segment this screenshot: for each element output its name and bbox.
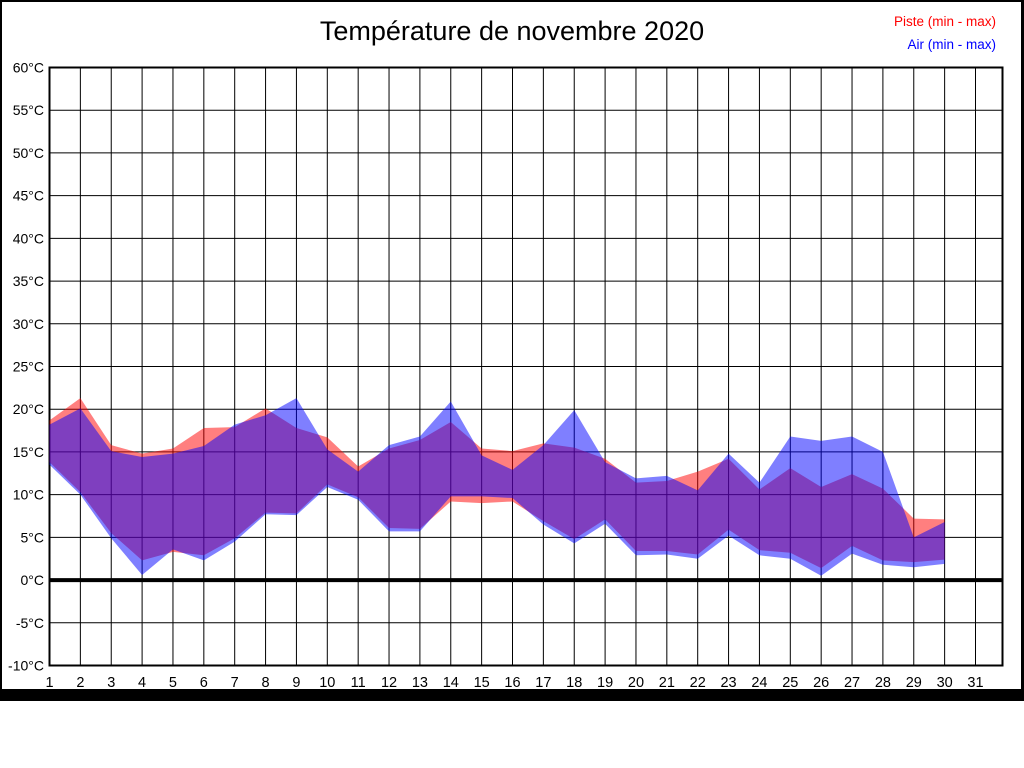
x-axis-tick-label: 29 (906, 675, 922, 691)
x-axis-tick-label: 13 (412, 675, 428, 691)
y-axis-tick-label: -5°C (16, 615, 44, 631)
x-axis-tick-label: 18 (566, 675, 582, 691)
x-axis-tick-label: 15 (474, 675, 490, 691)
x-axis-tick-label: 7 (231, 675, 239, 691)
x-axis-tick-label: 9 (292, 675, 300, 691)
air-minmax-band (49, 398, 945, 576)
x-axis-tick-label: 24 (751, 675, 767, 691)
y-axis-tick-label: -10°C (8, 658, 44, 674)
y-axis-tick-label: 15°C (13, 444, 44, 460)
y-axis-tick-label: 5°C (21, 529, 45, 545)
y-axis-tick-label: 10°C (13, 487, 44, 503)
x-axis-tick-label: 17 (535, 675, 551, 691)
legend: Piste (min - max) Air (min - max) (894, 10, 996, 56)
x-axis-tick-label: 28 (875, 675, 891, 691)
y-axis-tick-label: 30°C (13, 316, 44, 332)
x-axis-tick-label: 27 (844, 675, 860, 691)
plot-border (48, 66, 1004, 667)
x-axis-tick-label: 12 (381, 675, 397, 691)
image-border-top (0, 0, 1024, 2)
x-axis-tick-label: 21 (659, 675, 675, 691)
x-axis-tick-label: 1 (45, 675, 53, 691)
y-axis-tick-label: 20°C (13, 401, 44, 417)
image-border-bottom (0, 689, 1024, 701)
x-axis-tick-label: 26 (813, 675, 829, 691)
legend-item-air: Air (min - max) (907, 37, 997, 52)
y-axis-tick-label: 45°C (13, 188, 44, 204)
y-axis-tick-label: 50°C (13, 145, 44, 161)
image-border-left (0, 0, 2, 700)
y-axis-tick-label: 0°C (21, 572, 45, 588)
x-axis-tick-label: 22 (690, 675, 706, 691)
x-axis-tick-label: 14 (443, 675, 459, 691)
y-axis-tick-label: 25°C (13, 359, 44, 375)
x-axis-tick-label: 19 (597, 675, 613, 691)
y-axis-tick-label: 55°C (13, 102, 44, 118)
x-axis-tick-label: 23 (720, 675, 736, 691)
x-axis-tick-label: 6 (200, 675, 208, 691)
legend-item-piste: Piste (min - max) (893, 14, 996, 29)
x-axis-tick-label: 2 (76, 675, 84, 691)
y-axis-tick-label: 60°C (13, 60, 44, 76)
x-axis-tick-label: 3 (107, 675, 115, 691)
y-axis-tick-label: 40°C (13, 230, 44, 246)
x-axis-tick-label: 5 (169, 675, 177, 691)
x-axis-tick-label: 8 (262, 675, 270, 691)
x-axis-tick-label: 25 (782, 675, 798, 691)
x-axis-tick-label: 16 (504, 675, 520, 691)
x-axis-tick-label: 30 (937, 675, 953, 691)
x-axis-tick-label: 11 (351, 675, 366, 691)
image-border-right (1021, 0, 1024, 700)
chart-title: Température de novembre 2020 (319, 16, 705, 46)
x-axis-tick-label: 10 (319, 675, 335, 691)
y-axis-tick-label: 35°C (13, 273, 44, 289)
x-axis-tick-label: 31 (967, 675, 983, 691)
x-axis-tick-label: 4 (138, 675, 146, 691)
x-axis-tick-label: 20 (628, 675, 644, 691)
